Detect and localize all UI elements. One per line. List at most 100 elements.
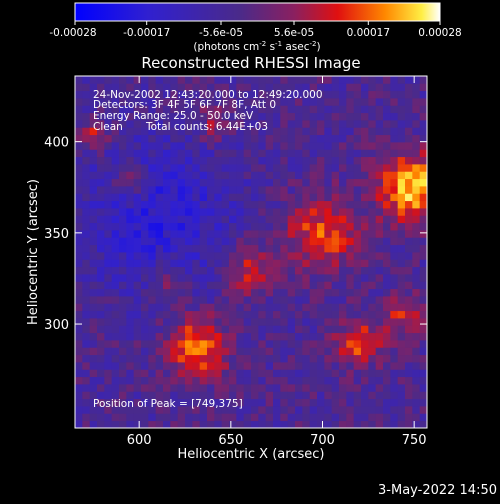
heatmap-cell	[111, 149, 120, 158]
heatmap-cell	[258, 369, 267, 378]
heatmap-cell	[368, 149, 377, 158]
heatmap-cell	[97, 156, 105, 165]
heatmap-cell	[243, 391, 252, 400]
heatmap-cell	[82, 391, 91, 400]
heatmap-cell	[375, 332, 384, 341]
heatmap-cell	[163, 274, 171, 282]
heatmap-cell	[155, 281, 164, 290]
heatmap-cell	[265, 237, 274, 246]
heatmap-cell	[133, 230, 142, 238]
heatmap-cell	[141, 237, 149, 246]
heatmap-cell	[163, 83, 171, 92]
heatmap-cell	[419, 76, 427, 84]
heatmap-cell	[258, 325, 267, 334]
heatmap-cell	[412, 215, 421, 224]
heatmap-cell	[221, 178, 230, 187]
heatmap-cell	[163, 237, 171, 246]
heatmap-cell	[229, 127, 237, 136]
heatmap-cell	[353, 303, 362, 312]
heatmap-cell	[361, 208, 369, 216]
heatmap-cell	[302, 274, 311, 282]
heatmap-cell	[89, 406, 98, 414]
heatmap-cell	[104, 230, 113, 238]
heatmap-cell	[383, 230, 391, 238]
heatmap-cell	[177, 274, 186, 282]
heatmap-cell	[148, 332, 157, 341]
heatmap-cell	[397, 310, 406, 319]
heatmap-cell	[251, 303, 259, 312]
heatmap-cell	[229, 164, 237, 172]
heatmap-cell	[119, 90, 127, 99]
heatmap-cell	[111, 310, 120, 319]
heatmap-cell	[353, 83, 362, 92]
heatmap-cell	[133, 149, 142, 158]
heatmap-cell	[170, 369, 179, 378]
heatmap-cell	[97, 406, 105, 414]
heatmap-cell	[273, 120, 281, 128]
heatmap-cell	[199, 142, 208, 150]
heatmap-cell	[397, 105, 406, 114]
heatmap-cell	[339, 369, 347, 378]
heatmap-cell	[383, 369, 391, 378]
heatmap-cell	[295, 318, 303, 326]
heatmap-cell	[317, 149, 325, 158]
heatmap-cell	[405, 296, 413, 304]
heatmap-cell	[97, 266, 105, 275]
heatmap-cell	[133, 200, 142, 209]
heatmap-cell	[89, 391, 98, 400]
heatmap-cell	[353, 296, 362, 304]
heatmap-cell	[75, 208, 83, 216]
heatmap-cell	[155, 178, 164, 187]
heatmap-cell	[192, 200, 201, 209]
heatmap-cell	[199, 230, 208, 238]
heatmap-cell	[265, 193, 274, 202]
heatmap-cell	[163, 120, 171, 128]
heatmap-cell	[119, 420, 127, 428]
heatmap-cell	[177, 98, 186, 106]
heatmap-cell	[331, 90, 340, 99]
heatmap-cell	[251, 120, 259, 128]
heatmap-cell	[155, 120, 164, 128]
heatmap-cell	[214, 413, 223, 422]
heatmap-cell	[148, 193, 157, 202]
heatmap-cell	[243, 200, 252, 209]
heatmap-cell	[280, 347, 289, 356]
heatmap-cell	[192, 142, 201, 150]
heatmap-cell	[82, 83, 91, 92]
heatmap-cell	[302, 98, 311, 106]
heatmap-cell	[97, 252, 105, 260]
heatmap-cell	[287, 237, 296, 246]
heatmap-cell	[361, 98, 369, 106]
y-axis-label: Heliocentric Y (arcsec)	[26, 179, 41, 325]
heatmap-cell	[361, 332, 369, 341]
heatmap-cell	[207, 112, 215, 121]
heatmap-cell	[397, 208, 406, 216]
heatmap-cell	[75, 347, 83, 356]
heatmap-cell	[287, 230, 296, 238]
heatmap-cell	[104, 398, 113, 407]
heatmap-cell	[97, 186, 105, 194]
heatmap-cell	[412, 120, 421, 128]
heatmap-cell	[207, 413, 215, 422]
heatmap-cell	[258, 193, 267, 202]
heatmap-cell	[317, 266, 325, 275]
heatmap-cell	[97, 149, 105, 158]
heatmap-cell	[339, 90, 347, 99]
heatmap-cell	[324, 134, 333, 143]
heatmap-cell	[339, 142, 347, 150]
heatmap-cell	[111, 420, 120, 428]
heatmap-cell	[126, 413, 135, 422]
heatmap-cell	[339, 406, 347, 414]
heatmap-cell	[104, 164, 113, 172]
heatmap-cell	[141, 318, 149, 326]
heatmap-cell	[104, 391, 113, 400]
heatmap-cell	[141, 193, 149, 202]
heatmap-cell	[280, 274, 289, 282]
heatmap-cell	[346, 266, 355, 275]
heatmap-cell	[309, 112, 318, 121]
heatmap-cell	[141, 391, 149, 400]
heatmap-cell	[309, 384, 318, 392]
heatmap-cell	[89, 325, 98, 334]
heatmap-cell	[75, 310, 83, 319]
heatmap-cell	[331, 76, 340, 84]
